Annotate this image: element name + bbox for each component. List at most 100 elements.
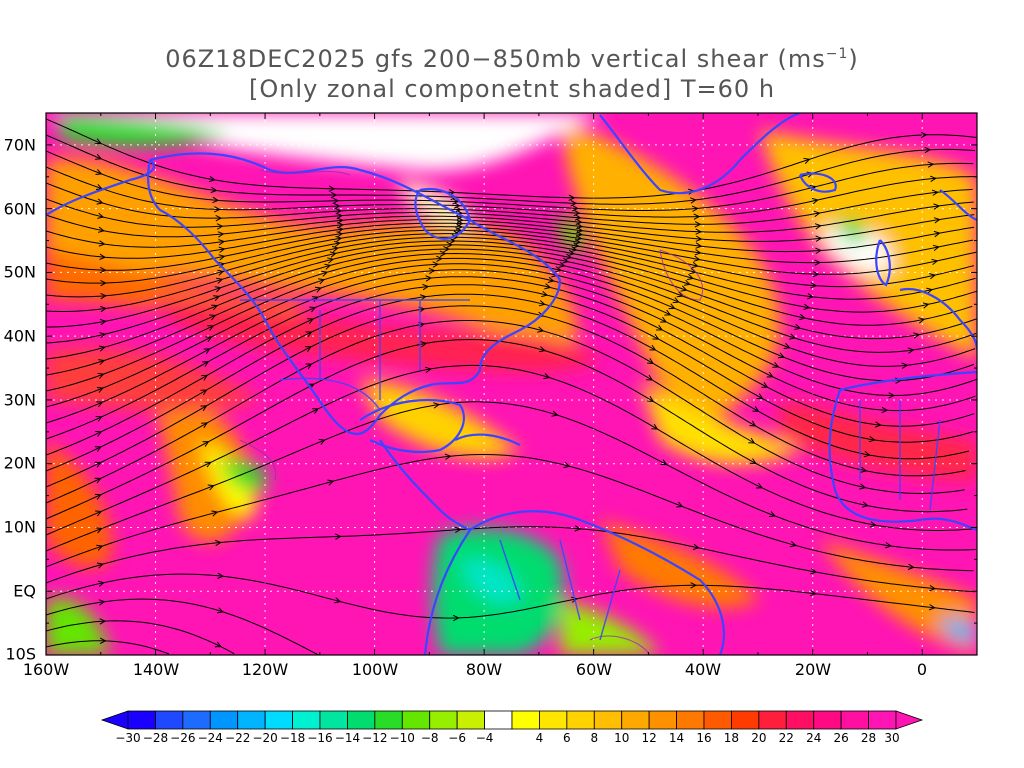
- streamline-arrow: [305, 346, 312, 352]
- streamline-arrow: [907, 347, 915, 354]
- colorbar-swatch: [813, 710, 842, 730]
- streamline-arrow: [305, 331, 313, 338]
- streamline-arrow: [444, 453, 452, 460]
- streamline-arrow: [809, 589, 817, 597]
- streamline-arrow: [810, 568, 818, 575]
- streamline-arrow: [660, 316, 668, 323]
- streamline-arrow: [649, 344, 657, 351]
- colorbar-label: −24: [197, 731, 223, 745]
- colorbar-low-cap: [100, 710, 129, 730]
- streamline-arrow: [428, 267, 436, 275]
- streamline-arrow: [218, 246, 226, 253]
- streamline: [46, 118, 977, 199]
- colorbar-label: −18: [279, 731, 306, 745]
- streamline-arrow: [543, 373, 551, 380]
- streamline-arrow: [422, 283, 430, 291]
- lon-label: 40W: [684, 660, 722, 679]
- streamline-arrow: [691, 205, 699, 212]
- lon-label: 140W: [132, 660, 180, 679]
- streamline-arrow: [768, 511, 777, 517]
- streamline-arrow: [214, 641, 222, 648]
- streamline: [46, 401, 976, 552]
- streamline-arrow: [209, 314, 217, 321]
- streamline-arrow: [748, 437, 756, 444]
- streamline-arrow: [203, 348, 211, 355]
- streamline-arrow: [96, 401, 104, 408]
- streamline-arrow: [932, 244, 940, 251]
- streamline: [46, 263, 977, 408]
- streamline-arrow: [420, 341, 428, 348]
- colorbar-swatch: [676, 710, 705, 730]
- streamline-arrow: [918, 317, 926, 324]
- streamline-arrow: [570, 246, 578, 253]
- lon-label: 80W: [465, 660, 503, 679]
- colorbar-label: −10: [389, 731, 415, 745]
- streamline-arrow: [694, 221, 702, 228]
- streamline-arrow: [815, 235, 823, 242]
- streamline-arrow: [868, 436, 876, 443]
- streamline: [46, 229, 975, 288]
- colorbar-label: −4: [475, 731, 494, 745]
- streamline: [46, 248, 977, 360]
- streamline-arrow: [695, 242, 703, 249]
- streamline-arrow: [752, 406, 760, 412]
- streamline-arrow: [214, 286, 222, 293]
- colorbar-swatch: [593, 710, 623, 730]
- streamline-arrow: [789, 541, 797, 548]
- streamline-arrow: [328, 185, 336, 192]
- colorbar-label: 26: [833, 731, 849, 745]
- streamline-arrow: [432, 261, 440, 268]
- streamline-arrow: [307, 318, 315, 325]
- streamline-arrow: [563, 461, 571, 469]
- streamline-arrow: [333, 203, 341, 210]
- streamline-arrow: [860, 466, 868, 473]
- political-borders: [240, 299, 941, 641]
- streamline-arrow: [672, 297, 680, 304]
- streamline-arrow: [96, 198, 104, 205]
- streamline: [46, 338, 968, 520]
- streamline-arrow: [97, 372, 105, 379]
- streamline-arrow: [901, 362, 909, 369]
- colorbar-label: −16: [307, 731, 333, 745]
- streamline-arrow: [676, 291, 684, 298]
- streamline-arrow: [874, 421, 882, 428]
- colorbar-label: 30: [884, 731, 900, 745]
- streamline-arrow: [813, 210, 821, 217]
- streamline-arrow: [799, 313, 807, 321]
- streamline-arrow: [95, 527, 103, 534]
- colorbar-label: 12: [641, 731, 657, 745]
- streamline-arrow: [202, 441, 210, 447]
- streamline-arrow: [217, 572, 225, 579]
- streamline-arrow: [99, 318, 107, 326]
- streamline: [46, 284, 974, 456]
- streamline: [46, 620, 235, 655]
- streamline-arrow: [327, 479, 335, 486]
- streamline-arrow: [99, 618, 107, 625]
- streamline-arrow: [920, 131, 928, 139]
- colorbar-label: −26: [170, 731, 196, 745]
- streamline-arrow: [217, 231, 225, 238]
- streamline-arrow: [929, 273, 937, 280]
- lat-label: 20N: [3, 453, 36, 473]
- streamline-arrow: [95, 169, 103, 175]
- streamline-arrow: [96, 562, 104, 569]
- streamline-arrow: [572, 205, 579, 212]
- streamline-arrow: [305, 363, 313, 370]
- colorbar-swatch: [648, 710, 677, 730]
- streamline-arrow: [335, 235, 343, 243]
- streamline-arrow: [567, 249, 575, 256]
- streamline-arrow: [863, 451, 871, 458]
- streamline-arrow: [205, 336, 213, 343]
- colorbar-swatch: [484, 710, 513, 730]
- colorbar-swatch: [347, 710, 376, 730]
- streamline-arrow: [572, 242, 580, 249]
- colorbar-label: −8: [420, 731, 439, 745]
- colorbar-label: −30: [115, 731, 141, 745]
- streamline-arrow: [749, 420, 757, 427]
- streamline-arrow: [97, 580, 105, 587]
- streamline-arrow: [100, 279, 107, 287]
- lon-label: 20W: [794, 660, 832, 679]
- streamline-arrow: [815, 247, 822, 254]
- streamline-arrow: [761, 382, 769, 388]
- streamline-arrow: [683, 279, 691, 286]
